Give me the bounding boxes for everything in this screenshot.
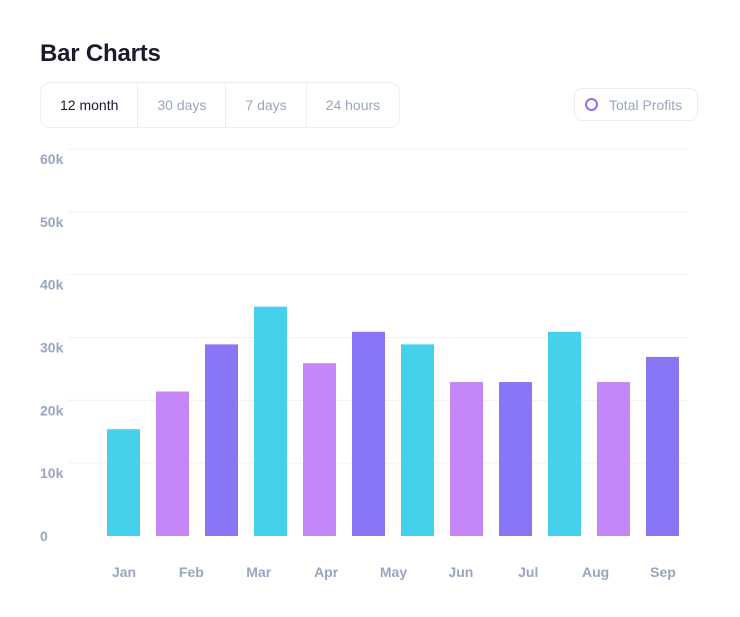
tab-24-hours[interactable]: 24 hours (305, 83, 399, 127)
legend-label: Total Profits (609, 96, 683, 113)
tab-12-month[interactable]: 12 month (60, 97, 119, 113)
x-tick-label: May (380, 564, 407, 580)
bar (450, 382, 483, 536)
x-tick-label: Jul (518, 564, 538, 580)
y-tick-label: 40k (40, 277, 64, 293)
y-tick-label: 20k (40, 402, 64, 418)
page-title: Bar Charts (40, 40, 161, 67)
bar (646, 356, 679, 536)
time-range-tabs: 12 month 30 days 7 days 24 hours (40, 82, 401, 128)
y-tick-label: 0 (40, 528, 48, 544)
y-tick-label: 30k (40, 340, 64, 356)
y-tick-label: 60k (40, 151, 64, 167)
x-tick-label: Apr (314, 564, 339, 580)
bar (401, 344, 434, 536)
x-tick-label: Feb (179, 564, 204, 580)
tab-30-days[interactable]: 30 days (137, 83, 225, 127)
x-tick-label: Mar (246, 564, 271, 580)
x-tick-label: Aug (582, 564, 609, 580)
tab-7-days[interactable]: 7 days (225, 83, 305, 127)
bar (352, 331, 385, 536)
legend-total-profits[interactable]: Total Profits (574, 88, 698, 121)
bar (107, 429, 140, 536)
x-tick-label: Jan (112, 564, 136, 580)
bar (597, 382, 630, 536)
bar (499, 382, 532, 536)
bar (548, 331, 581, 536)
legend-circle-icon (585, 98, 598, 111)
x-tick-label: Sep (650, 564, 676, 580)
x-tick-label: Jun (448, 564, 473, 580)
y-tick-label: 50k (40, 214, 64, 230)
bar (303, 363, 336, 536)
bar (205, 344, 238, 536)
y-tick-label: 10k (40, 465, 64, 481)
bar (156, 391, 189, 536)
bar (254, 306, 287, 536)
